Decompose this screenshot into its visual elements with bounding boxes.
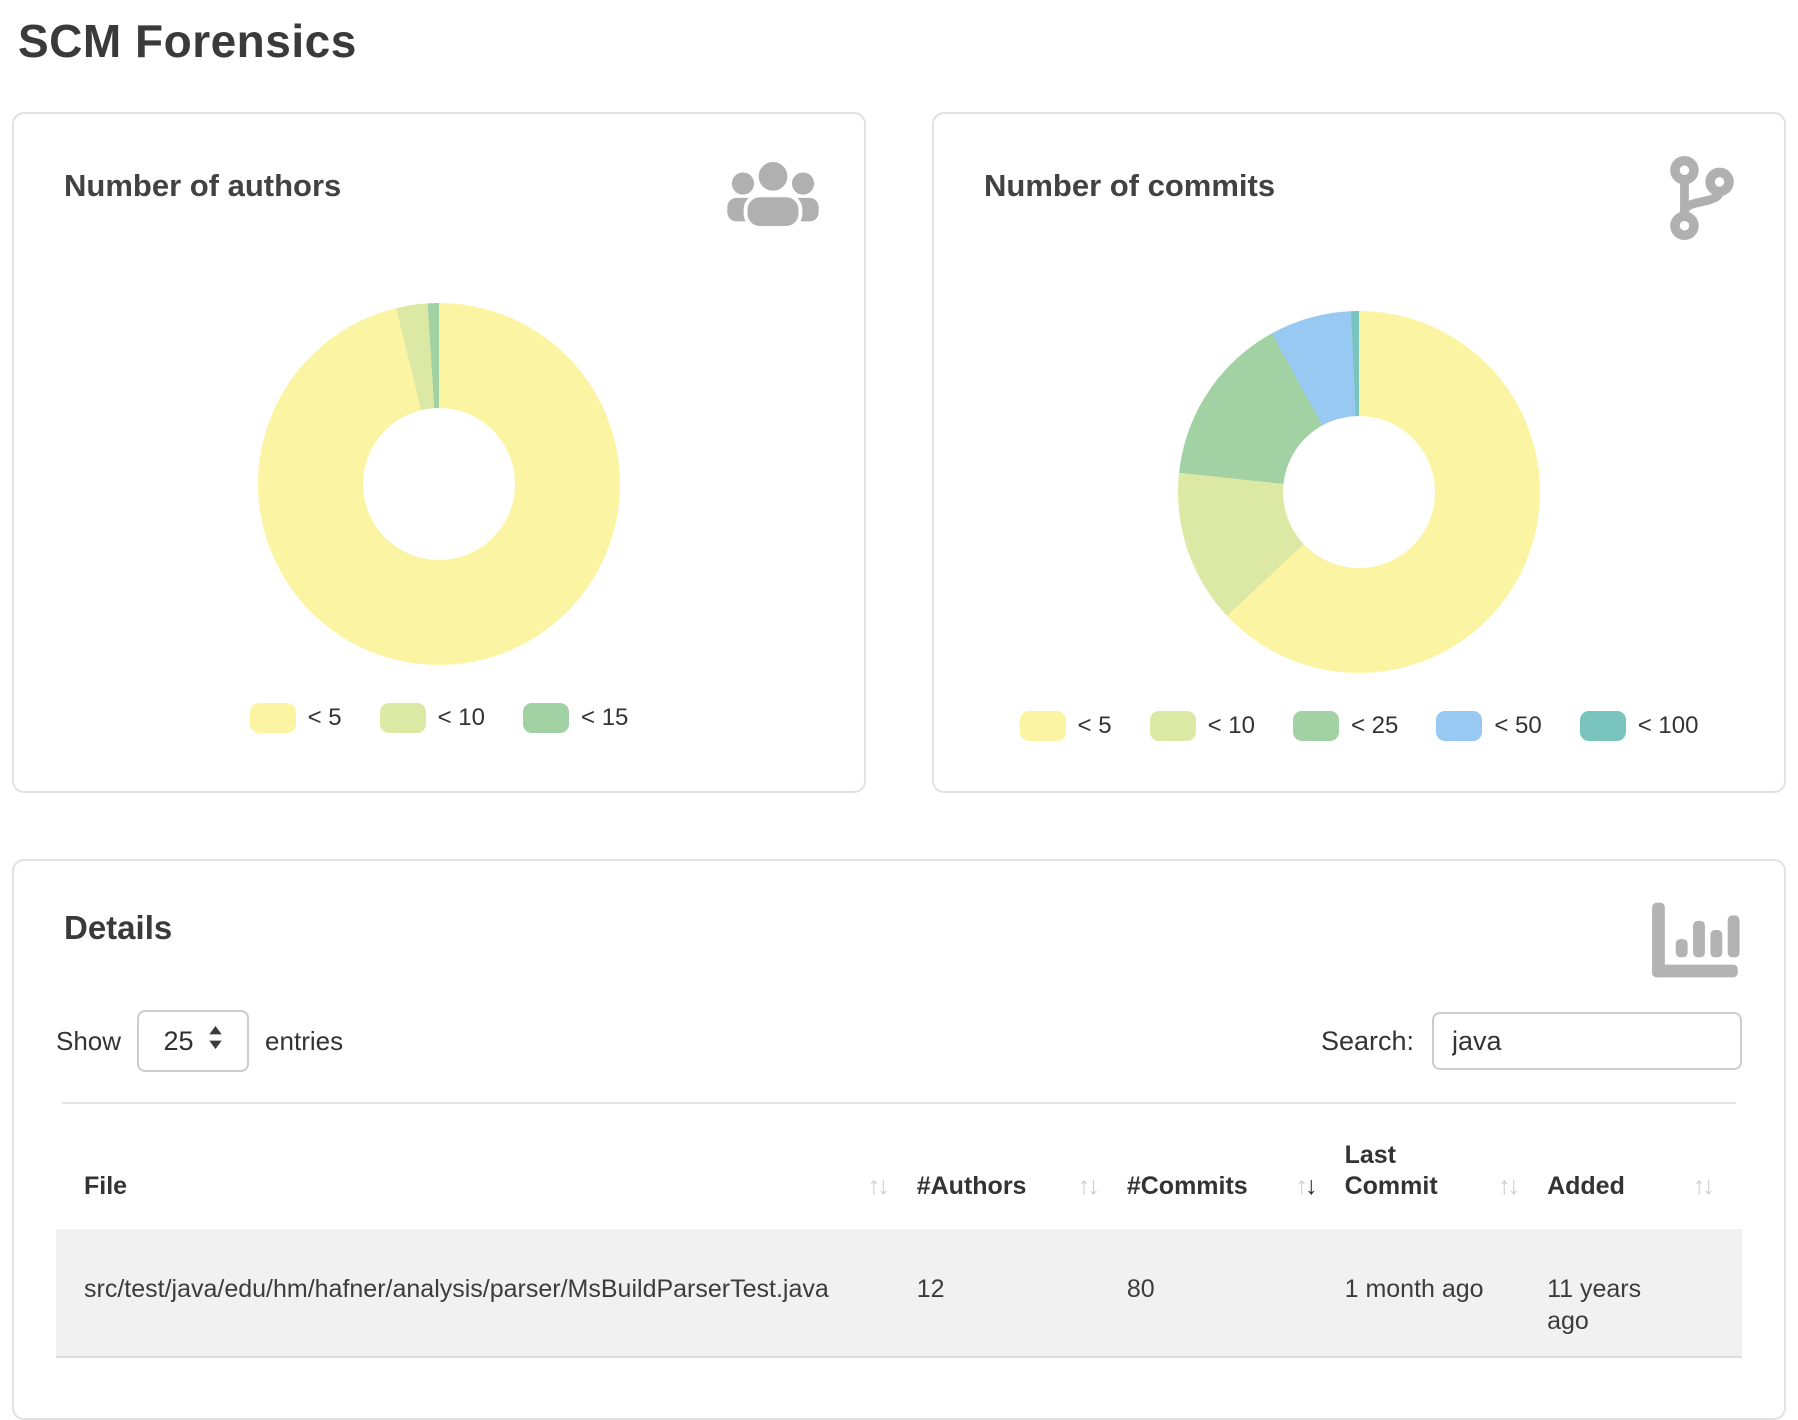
- search-control: Search:: [1321, 1012, 1742, 1070]
- commits-card: Number of commits < 5 <: [932, 112, 1786, 793]
- authors-card-title: Number of authors: [64, 168, 342, 203]
- show-label: Show: [56, 1025, 122, 1056]
- legend-swatch: [1149, 711, 1196, 741]
- legend-item[interactable]: < 5: [1019, 711, 1112, 741]
- legend-swatch: [1019, 711, 1066, 741]
- commits-card-header: Number of commits: [978, 154, 1740, 247]
- legend-item[interactable]: < 50: [1436, 711, 1542, 741]
- authors-card-header: Number of authors: [58, 156, 820, 239]
- column-header-authors[interactable]: #Authors ↑↓: [917, 1104, 1127, 1229]
- legend-swatch: [1579, 711, 1626, 741]
- commits-donut-chart[interactable]: [1178, 311, 1540, 673]
- table-row: src/test/java/edu/hm/hafner/analysis/par…: [56, 1228, 1742, 1357]
- sort-icon: ↑↓: [1498, 1172, 1520, 1201]
- details-card-header: Details: [56, 901, 1742, 986]
- cell-authors: 12: [916, 1274, 945, 1303]
- legend-swatch: [379, 703, 426, 733]
- legend-item[interactable]: < 10: [379, 703, 486, 733]
- legend-label: < 5: [1077, 712, 1112, 739]
- details-card-title: Details: [64, 909, 173, 946]
- search-label: Search:: [1320, 1025, 1414, 1056]
- table-body: src/test/java/edu/hm/hafner/analysis/par…: [56, 1228, 1742, 1357]
- table-header-row: File ↑↓ #Authors ↑↓ #Commits ↑↓ Last Commit ↑↓ A…: [56, 1104, 1742, 1229]
- column-label: Last Commit: [1344, 1141, 1438, 1201]
- column-label: #Authors: [916, 1172, 1027, 1201]
- sort-icon: ↑↓: [867, 1172, 890, 1201]
- legend-label: < 25: [1350, 712, 1399, 739]
- column-header-last-commit[interactable]: Last Commit ↑↓: [1345, 1104, 1547, 1229]
- legend-swatch: [523, 703, 570, 733]
- authors-chart-legend: < 5 < 10 < 15: [58, 703, 820, 733]
- commits-donut-wrap: [978, 311, 1740, 673]
- commits-chart-legend: < 5 < 10 < 25 < 50 < 100: [978, 711, 1740, 741]
- legend-swatch: [1436, 711, 1483, 741]
- legend-label: < 10: [437, 704, 486, 731]
- cell-last-commit: 1 month ago: [1344, 1274, 1484, 1303]
- table-head: File ↑↓ #Authors ↑↓ #Commits ↑↓ Last Commit ↑↓ A…: [56, 1104, 1742, 1229]
- table-controls-row: Show 25 entries Search:: [56, 1010, 1742, 1072]
- commits-card-title: Number of commits: [984, 168, 1276, 203]
- column-header-file[interactable]: File ↑↓: [56, 1104, 917, 1229]
- legend-label: < 10: [1207, 712, 1255, 739]
- legend-item[interactable]: < 100: [1579, 711, 1699, 741]
- legend-label: < 50: [1494, 712, 1542, 739]
- entries-label: entries: [265, 1025, 344, 1056]
- cell-file: src/test/java/edu/hm/hafner/analysis/par…: [84, 1274, 829, 1303]
- details-card: Details Show 25: [12, 859, 1786, 1420]
- legend-label: < 5: [307, 704, 342, 731]
- authors-donut-wrap: [58, 303, 820, 665]
- page-title: SCM Forensics: [18, 15, 357, 67]
- column-label: #Commits: [1126, 1172, 1248, 1201]
- legend-label: < 15: [581, 704, 629, 731]
- details-table: File ↑↓ #Authors ↑↓ #Commits ↑↓ Last Commit ↑↓ A…: [56, 1104, 1742, 1358]
- column-label: File: [84, 1172, 128, 1201]
- page-size-value: 25: [163, 1025, 194, 1056]
- sort-icon: ↑↓: [1295, 1172, 1318, 1201]
- show-entries-control: Show 25 entries: [56, 1010, 343, 1072]
- legend-label: < 100: [1637, 712, 1699, 739]
- cell-commits: 80: [1126, 1274, 1155, 1303]
- sort-icon: ↑↓: [1077, 1172, 1100, 1201]
- legend-swatch: [249, 703, 296, 733]
- legend-item[interactable]: < 25: [1292, 711, 1399, 741]
- table-top-divider: [62, 1102, 1736, 1104]
- legend-swatch: [1292, 711, 1339, 741]
- charts-row: Number of authors: [12, 112, 1786, 793]
- search-input[interactable]: [1432, 1012, 1742, 1070]
- authors-donut-chart[interactable]: [258, 303, 620, 665]
- legend-item[interactable]: < 5: [249, 703, 342, 733]
- legend-item[interactable]: < 10: [1149, 711, 1255, 741]
- bar-chart-icon: [1646, 899, 1742, 986]
- sort-icon: ↑↓: [1693, 1172, 1715, 1201]
- users-icon: [726, 154, 820, 239]
- page-size-select[interactable]: 25: [137, 1010, 250, 1072]
- code-branch-icon: [1664, 154, 1740, 247]
- column-label: Added: [1547, 1172, 1625, 1201]
- cell-added: 11 years ago: [1547, 1274, 1642, 1336]
- column-header-commits[interactable]: #Commits ↑↓: [1127, 1104, 1345, 1229]
- legend-item[interactable]: < 15: [523, 703, 628, 733]
- column-header-added[interactable]: Added ↑↓: [1547, 1104, 1742, 1229]
- select-stepper-icon: [208, 1025, 223, 1057]
- authors-card: Number of authors: [12, 112, 866, 793]
